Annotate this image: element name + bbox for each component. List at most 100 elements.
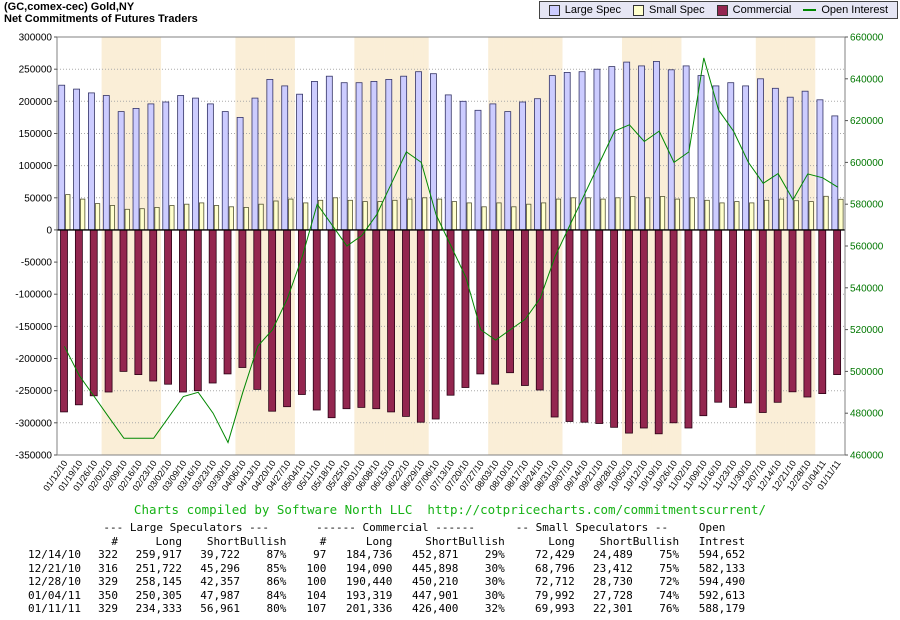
row-value-cell: 194,090: [346, 561, 393, 575]
row-value-cell: 24,489: [593, 548, 633, 561]
row-value-cell: 447,901: [412, 588, 459, 602]
right-axis-labels: 460000 480000 500000 520000 540000 560000 5800…: [845, 33, 884, 462]
row-value-cell: 30%: [484, 575, 505, 588]
open-interest-line: [63, 57, 838, 444]
row-value-cell: 28,730: [593, 575, 633, 588]
table-row: 01/11/11 329 234,333 56,961 80% 107 201,336 426…: [28, 602, 745, 616]
row-value-cell: 97: [313, 548, 327, 561]
row-value-cell: 45,296: [200, 561, 240, 575]
table-column-header: Short: [425, 534, 459, 548]
row-value-cell: 22,301: [593, 602, 633, 615]
row-value-cell: 84%: [266, 588, 287, 602]
row-value-cell: 75%: [659, 561, 680, 575]
row-value-cell: 76%: [659, 602, 680, 615]
cot-table: --- Large Speculators --- ------ Commerci…: [28, 521, 745, 616]
row-value-cell: 201,336: [346, 602, 393, 615]
row-value-cell: 86%: [266, 575, 287, 588]
row-value-cell: 23,412: [593, 561, 633, 575]
svg-text:460000: 460000: [850, 451, 884, 462]
row-value-cell: 592,613: [698, 588, 746, 602]
row-value-cell: 582,133: [698, 561, 746, 575]
svg-text:600000: 600000: [850, 158, 884, 169]
row-value-cell: 234,333: [135, 602, 182, 615]
table-group-header: -- Small Speculators --: [515, 521, 669, 534]
row-value-cell: 450,210: [412, 575, 459, 588]
legend-item-open-interest: Open Interest: [803, 4, 888, 16]
table-row: 12/14/10 322 259,917 39,722 87% 97 184,736 452,…: [28, 548, 745, 562]
row-value-cell: 258,145: [135, 575, 182, 588]
svg-text:-300000: -300000: [15, 418, 52, 429]
row-value-cell: 72%: [659, 575, 680, 588]
row-value-cell: 184,736: [346, 548, 393, 561]
svg-text:-50000: -50000: [21, 258, 53, 269]
row-value-cell: 27,728: [593, 588, 633, 602]
row-value-cell: 69,993: [535, 602, 575, 615]
row-value-cell: 100: [306, 561, 327, 575]
chart-subtitle: Net Commitments of Futures Traders: [4, 13, 198, 25]
svg-text:200000: 200000: [19, 97, 53, 108]
row-value-cell: 75%: [659, 548, 680, 561]
svg-text:480000: 480000: [850, 409, 884, 420]
svg-text:660000: 660000: [850, 33, 884, 44]
row-value-cell: 350: [98, 588, 118, 602]
table-column-header: Short: [206, 534, 240, 548]
row-date-cell: 12/28/10: [28, 575, 81, 588]
row-value-cell: 74%: [659, 588, 680, 602]
svg-text:-150000: -150000: [15, 322, 52, 333]
svg-text:520000: 520000: [850, 325, 884, 336]
table-column-header: Intrest: [698, 534, 746, 548]
large-spec-swatch: [548, 4, 560, 16]
chart-titles: (GC,comex-cec) Gold,NY Net Commitments o…: [4, 1, 198, 25]
x-axis-date-labels: 01/12/1001/19/1001/26/1002/02/1002/09/10…: [41, 458, 842, 492]
table-column-header: #: [111, 534, 118, 548]
row-value-cell: 30%: [484, 561, 505, 575]
legend-item-large-spec: Large Spec: [548, 4, 621, 16]
row-value-cell: 85%: [266, 561, 287, 575]
row-value-cell: 79,992: [535, 588, 575, 602]
row-value-cell: 30%: [484, 588, 505, 602]
cot-chart: -350000 -300000 -250000 -200000 -150000 -1000…: [15, 33, 884, 493]
svg-text:300000: 300000: [19, 33, 53, 44]
row-value-cell: 193,319: [346, 588, 393, 602]
row-date-cell: 12/21/10: [28, 561, 81, 575]
row-value-cell: 72,429: [535, 548, 575, 561]
row-value-cell: 329: [98, 575, 118, 588]
legend-item-commercial: Commercial: [716, 4, 791, 16]
table-column-header-row: # Long Short Bullish # Long Short Bullish Long Sh…: [28, 535, 745, 549]
row-value-cell: 445,898: [412, 561, 459, 575]
table-column-header: Long: [548, 534, 575, 548]
left-axis-labels: -350000 -300000 -250000 -200000 -150000 -1000…: [15, 33, 57, 462]
legend-item-small-spec: Small Spec: [633, 4, 705, 16]
row-value-cell: 56,961: [200, 602, 240, 615]
svg-text:-250000: -250000: [15, 386, 52, 397]
legend-label: Small Spec: [649, 4, 705, 16]
table-column-header: Long: [155, 534, 183, 548]
row-value-cell: 100: [306, 575, 327, 588]
svg-text:-100000: -100000: [15, 290, 52, 301]
table-column-header: Bullish: [458, 534, 505, 548]
row-value-cell: 259,917: [135, 548, 182, 561]
row-value-cell: 32%: [484, 602, 505, 615]
svg-text:100000: 100000: [19, 161, 53, 172]
row-value-cell: 316: [98, 561, 118, 575]
table-column-header: #: [319, 534, 327, 548]
table-group-header: ------ Commercial ------: [316, 521, 476, 534]
chart-area: (GC,comex-cec) Gold,NY Net Commitments o…: [4, 1, 898, 493]
commercial-swatch: [716, 4, 728, 16]
row-value-cell: 72,712: [535, 575, 575, 588]
table-group-header: --- Large Speculators ---: [103, 521, 269, 534]
svg-text:250000: 250000: [19, 65, 53, 76]
svg-text:540000: 540000: [850, 283, 884, 294]
table-row: 12/28/10 329 258,145 42,357 86% 100 190,440 450…: [28, 575, 745, 589]
table-column-header: Bullish: [632, 534, 680, 548]
svg-text:500000: 500000: [850, 367, 884, 378]
svg-text:640000: 640000: [850, 74, 884, 85]
svg-text:-200000: -200000: [15, 354, 52, 365]
svg-text:150000: 150000: [19, 129, 53, 140]
table-row: 01/04/11 350 250,305 47,987 84% 104 193,319 447…: [28, 589, 745, 603]
open-interest-line-swatch: [803, 9, 817, 11]
row-value-cell: 322: [98, 548, 118, 561]
credit-link[interactable]: Charts compiled by Software North LLC ht…: [133, 502, 767, 517]
svg-text:560000: 560000: [850, 242, 884, 253]
